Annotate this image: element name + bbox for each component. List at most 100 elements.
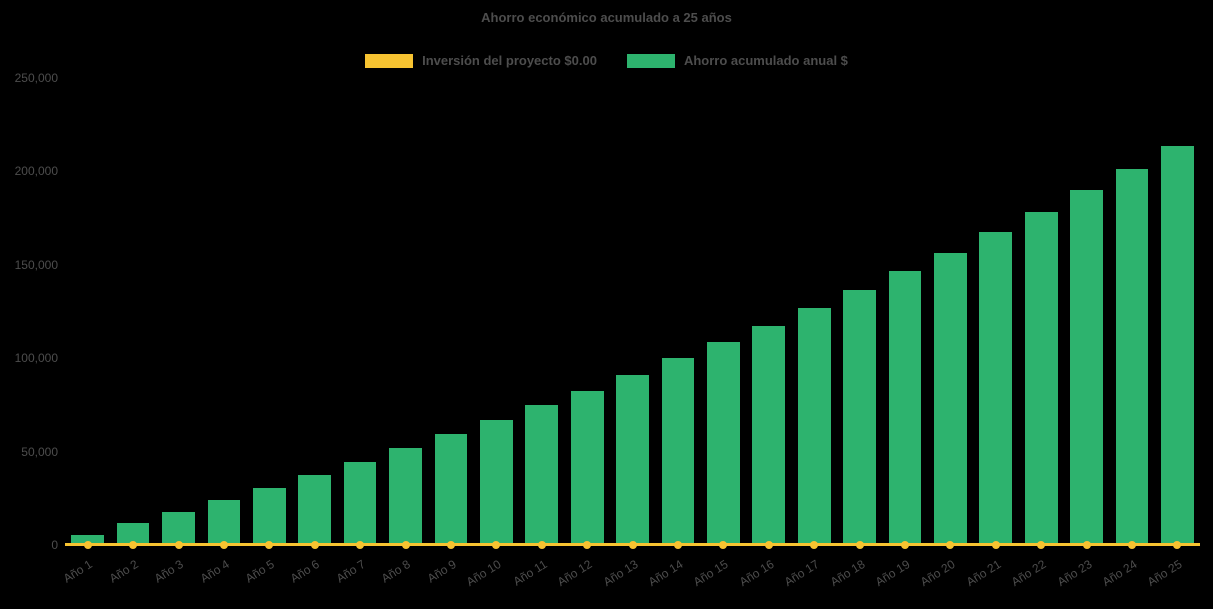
bar-año-9 xyxy=(434,433,468,545)
x-tick-label: Año 3 xyxy=(151,557,186,586)
bar-año-7 xyxy=(343,461,377,545)
line-point xyxy=(310,541,319,549)
x-tick-label: Año 7 xyxy=(333,557,368,586)
y-tick-label: 150,000 xyxy=(14,257,58,272)
bar-slot xyxy=(837,78,882,545)
x-tick: Año 6 xyxy=(288,549,337,609)
bar-año-22 xyxy=(1024,211,1058,545)
legend-item-investment[interactable]: Inversión del proyecto $0.00 xyxy=(365,53,597,68)
x-tick: Año 3 xyxy=(152,549,201,609)
line-point xyxy=(1173,541,1182,549)
x-tick: Año 5 xyxy=(243,549,292,609)
chart-title: Ahorro económico acumulado a 25 años xyxy=(481,10,732,25)
plot-wrap: 0 50,000 100,000 150,000 200,000 250,000 Año … xyxy=(0,71,1213,609)
x-tick: Año 2 xyxy=(106,549,155,609)
x-tick-label: Año 1 xyxy=(61,557,96,586)
bar-slot xyxy=(610,78,655,545)
bar-año-4 xyxy=(207,499,241,545)
bar-año-3 xyxy=(162,511,195,545)
bar-año-25 xyxy=(1161,146,1194,545)
bar-año-5 xyxy=(252,487,286,545)
legend-item-savings[interactable]: Ahorro acumulado anual $ xyxy=(626,53,848,68)
y-tick-label: 50,000 xyxy=(21,444,58,459)
bar-año-1 xyxy=(71,535,105,545)
line-point xyxy=(174,541,183,549)
bar-año-17 xyxy=(797,307,831,545)
line-point xyxy=(537,541,546,549)
chart-legend: Inversión del proyecto $0.00 Ahorro acum… xyxy=(0,53,1213,68)
x-tick: Año 7 xyxy=(333,549,382,609)
bar-año-13 xyxy=(616,374,649,545)
line-point xyxy=(673,541,682,549)
line-point xyxy=(719,541,728,549)
line-point xyxy=(991,541,1000,549)
x-tick-label: Año 8 xyxy=(378,557,413,586)
x-tick-label: Año 6 xyxy=(288,557,323,586)
y-tick-label: 100,000 xyxy=(14,351,58,366)
bar-slot xyxy=(564,78,609,545)
line-point xyxy=(900,541,909,549)
bars-container xyxy=(65,78,1200,545)
line-point xyxy=(583,541,592,549)
legend-label-savings: Ahorro acumulado anual $ xyxy=(683,53,848,68)
bar-slot xyxy=(201,78,246,545)
bar-slot xyxy=(655,78,700,545)
y-axis: 0 50,000 100,000 150,000 200,000 250,000 xyxy=(0,71,58,552)
bar-slot xyxy=(292,78,337,545)
line-point xyxy=(492,541,501,549)
line-point xyxy=(446,541,455,549)
x-tick: Año 8 xyxy=(379,549,428,609)
bar-año-15 xyxy=(707,342,740,545)
bar-año-8 xyxy=(389,447,422,545)
line-point xyxy=(810,541,819,549)
bar-slot xyxy=(337,78,382,545)
bar-año-12 xyxy=(570,390,604,545)
bar-slot xyxy=(1109,78,1154,545)
x-tick: Año 25 xyxy=(1145,549,1200,609)
line-point xyxy=(129,541,138,549)
legend-label-investment: Inversión del proyecto $0.00 xyxy=(422,53,597,68)
bar-año-2 xyxy=(116,523,150,545)
y-tick-label: 200,000 xyxy=(14,164,58,179)
bar-año-16 xyxy=(752,325,786,545)
line-point xyxy=(764,541,773,549)
bar-año-11 xyxy=(525,405,559,545)
bar-slot xyxy=(156,78,201,545)
x-tick-label: Año 4 xyxy=(197,557,232,586)
y-tick-label: 250,000 xyxy=(14,71,58,85)
y-tick-label: 0 xyxy=(51,538,58,552)
legend-swatch-savings-icon xyxy=(626,53,675,68)
bar-slot xyxy=(1019,78,1064,545)
x-axis: Año 1 Año 2 Año 3 Año 4 Año 5 Año 6 Año 7 Año 8… xyxy=(61,549,1200,609)
line-point xyxy=(1082,541,1091,549)
bar-slot xyxy=(746,78,791,545)
line-point xyxy=(1127,541,1136,549)
plot-area xyxy=(65,78,1200,549)
bar-slot xyxy=(110,78,155,545)
bar-slot xyxy=(1064,78,1109,545)
line-point xyxy=(219,541,228,549)
line-point xyxy=(855,541,864,549)
bar-slot xyxy=(1155,78,1200,545)
bar-slot xyxy=(474,78,519,545)
bar-año-20 xyxy=(934,252,967,545)
x-tick-label: Año 5 xyxy=(242,557,277,586)
line-point xyxy=(401,541,410,549)
line-point xyxy=(356,541,365,549)
x-tick: Año 4 xyxy=(197,549,246,609)
bar-año-10 xyxy=(480,420,513,545)
bar-slot xyxy=(65,78,110,545)
bar-año-24 xyxy=(1115,168,1149,545)
bar-slot xyxy=(882,78,927,545)
bar-año-23 xyxy=(1070,190,1103,545)
bar-slot xyxy=(928,78,973,545)
line-point xyxy=(83,541,92,549)
x-tick-label: Año 2 xyxy=(106,557,141,586)
bar-año-18 xyxy=(843,290,876,545)
bar-slot xyxy=(519,78,564,545)
line-point xyxy=(628,541,637,549)
line-point xyxy=(946,541,955,549)
legend-swatch-investment-icon xyxy=(365,53,414,68)
line-point xyxy=(1037,541,1046,549)
